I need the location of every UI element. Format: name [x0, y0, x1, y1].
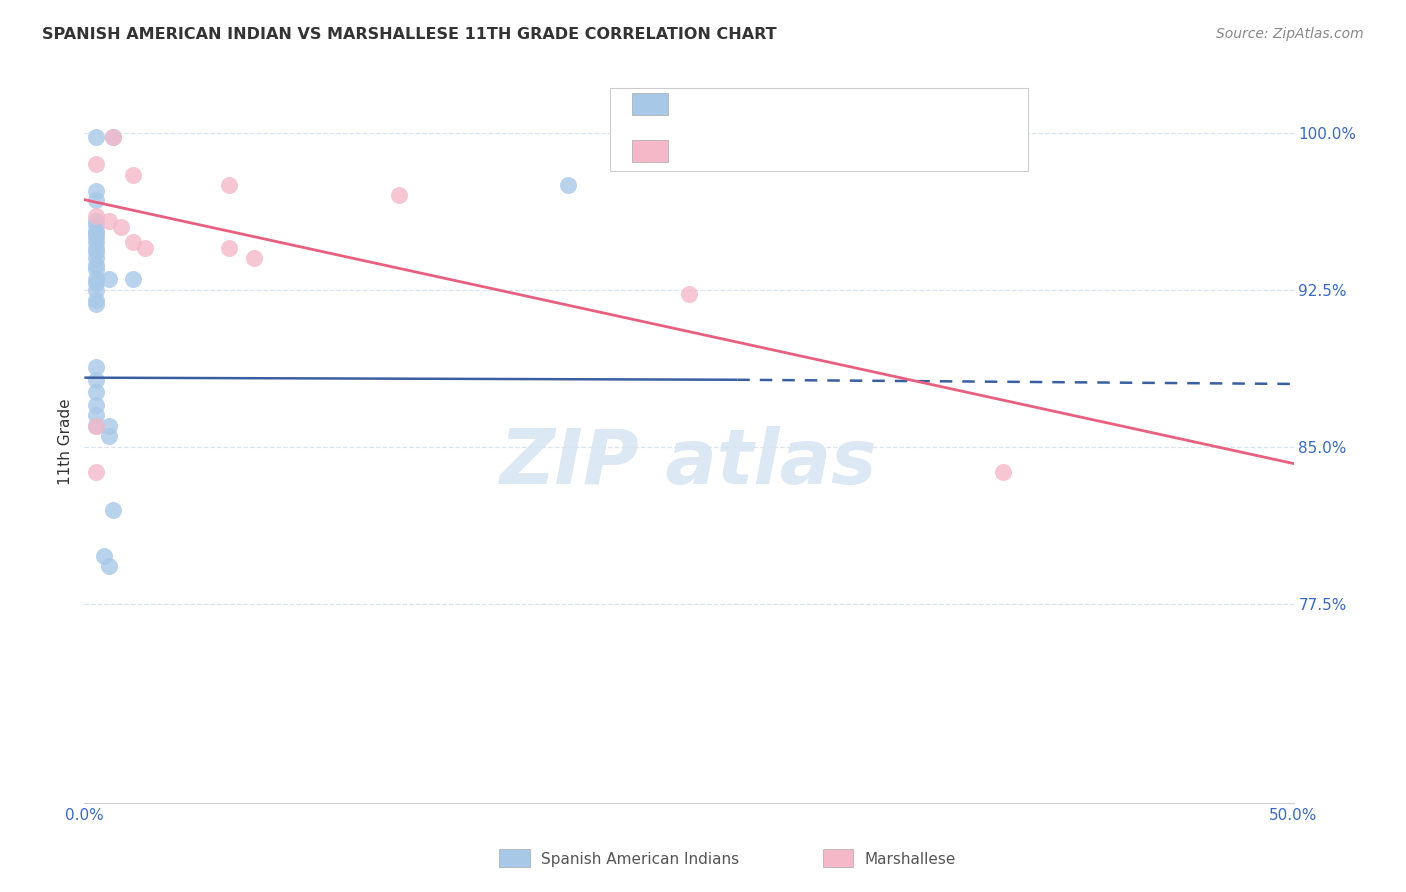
Text: -0.648: -0.648	[738, 142, 801, 160]
Point	[121, 168, 143, 182]
Point	[86, 465, 108, 479]
Text: N =: N =	[830, 95, 879, 113]
Point	[557, 178, 579, 192]
Point	[86, 385, 108, 400]
Point	[97, 418, 120, 433]
Point	[103, 502, 125, 516]
Text: SPANISH AMERICAN INDIAN VS MARSHALLESE 11TH GRADE CORRELATION CHART: SPANISH AMERICAN INDIAN VS MARSHALLESE 1…	[42, 27, 776, 42]
Point	[86, 252, 108, 266]
Point	[86, 418, 108, 433]
Text: 34: 34	[886, 95, 910, 113]
Point	[678, 286, 700, 301]
Text: -0.010: -0.010	[738, 95, 801, 113]
Point	[103, 129, 125, 144]
Point	[86, 218, 108, 232]
Point	[97, 559, 120, 574]
Point	[993, 465, 1015, 479]
Text: Spanish American Indians: Spanish American Indians	[541, 853, 740, 867]
Point	[86, 235, 108, 249]
Point	[97, 213, 120, 227]
Point	[86, 277, 108, 291]
Point	[86, 293, 108, 308]
Point	[93, 549, 115, 563]
Point	[86, 409, 108, 423]
Point	[121, 235, 143, 249]
Text: R =: R =	[690, 142, 728, 160]
Point	[86, 283, 108, 297]
Text: Marshallese: Marshallese	[865, 853, 956, 867]
Point	[86, 258, 108, 272]
Point	[86, 129, 108, 144]
Point	[86, 241, 108, 255]
Text: 16: 16	[886, 142, 910, 160]
Point	[86, 373, 108, 387]
Point	[86, 230, 108, 244]
Point	[110, 219, 132, 234]
Text: N =: N =	[830, 142, 879, 160]
FancyBboxPatch shape	[633, 140, 668, 162]
Text: R =: R =	[690, 95, 728, 113]
Point	[242, 252, 264, 266]
FancyBboxPatch shape	[633, 94, 668, 115]
Point	[86, 360, 108, 375]
Point	[86, 272, 108, 286]
Point	[97, 272, 120, 286]
Point	[86, 261, 108, 276]
Point	[86, 224, 108, 238]
Point	[218, 241, 240, 255]
Text: Source: ZipAtlas.com: Source: ZipAtlas.com	[1216, 27, 1364, 41]
Point	[86, 398, 108, 412]
Point	[86, 184, 108, 198]
Point	[86, 226, 108, 240]
Y-axis label: 11th Grade: 11th Grade	[58, 398, 73, 485]
Point	[388, 188, 411, 202]
FancyBboxPatch shape	[610, 87, 1028, 170]
Point	[86, 213, 108, 227]
Point	[86, 210, 108, 224]
Point	[86, 245, 108, 260]
Point	[86, 193, 108, 207]
Point	[86, 418, 108, 433]
Point	[86, 157, 108, 171]
Point	[121, 272, 143, 286]
Point	[103, 129, 125, 144]
Point	[134, 241, 156, 255]
Text: ZIP atlas: ZIP atlas	[501, 426, 877, 500]
Point	[97, 429, 120, 443]
Point	[86, 297, 108, 311]
Point	[218, 178, 240, 192]
